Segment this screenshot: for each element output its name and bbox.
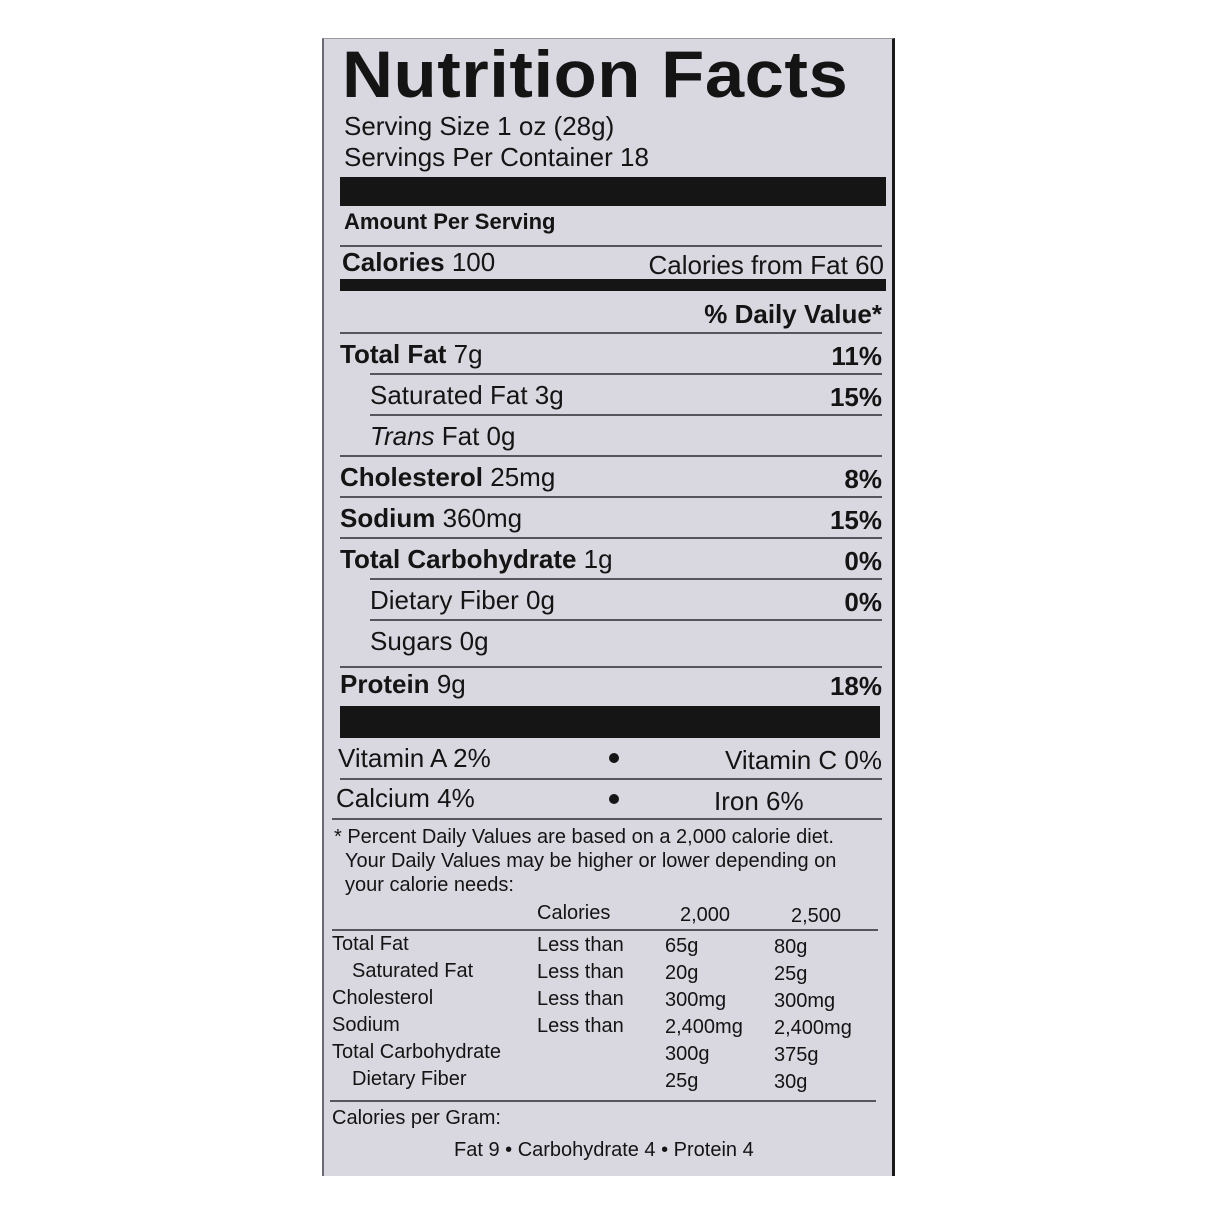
nutrient-amount: 1g <box>583 544 613 574</box>
bullet-icon <box>609 794 619 804</box>
nutrient-row-saturated-fat: Saturated Fat 3g 15% <box>340 382 882 416</box>
table-value-2500: 375g <box>774 1044 819 1066</box>
table-value-2000: 300mg <box>665 989 727 1011</box>
footnote-line: * Percent Daily Values are based on a 2,… <box>334 826 834 848</box>
divider <box>370 619 882 621</box>
table-value-2500: 30g <box>774 1071 808 1093</box>
nutrient-amount: 9g <box>436 669 466 699</box>
daily-value-header: % Daily Value* <box>704 299 882 329</box>
divider <box>370 373 882 375</box>
divider <box>370 578 882 580</box>
nutrient-dv: 15% <box>829 505 882 535</box>
servings-per-container: Servings Per Container 18 <box>344 142 649 172</box>
nutrient-dv: 0% <box>844 546 882 576</box>
table-value-2500: 300mg <box>774 990 836 1012</box>
nutrient-row-total-carbohydrate: Total Carbohydrate 1g 0% <box>340 546 882 580</box>
calories-value: 100 <box>451 247 496 277</box>
divider <box>340 455 882 457</box>
amount-per-serving: Amount Per Serving <box>344 209 556 234</box>
table-header-2500: 2,500 <box>791 905 842 927</box>
calcium: Calcium 4% <box>336 783 475 813</box>
table-nutrient: Dietary Fiber <box>352 1068 467 1090</box>
nutrient-dv: 8% <box>844 464 882 494</box>
thick-divider <box>340 177 886 206</box>
divider <box>332 818 882 820</box>
nutrient-row-total-fat: Total Fat 7g 11% <box>340 341 882 375</box>
table-value-2500: 2,400mg <box>774 1017 852 1039</box>
vitamin-a: Vitamin A 2% <box>338 743 491 773</box>
table-header-2000: 2,000 <box>680 904 731 926</box>
nutrition-facts-label: Nutrition Facts Serving Size 1 oz (28g) … <box>322 38 895 1176</box>
divider <box>340 332 882 334</box>
table-nutrient: Saturated Fat <box>352 960 474 982</box>
nutrient-row-sugars: Sugars 0g <box>340 628 882 662</box>
table-nutrient: Total Fat <box>332 933 409 955</box>
medium-divider <box>340 279 886 291</box>
nutrient-name: Cholesterol <box>340 462 484 492</box>
nutrient-row-cholesterol: Cholesterol 25mg 8% <box>340 464 882 498</box>
nutrient-dv: 0% <box>844 587 882 617</box>
nutrient-dv: 11% <box>831 341 882 371</box>
divider <box>340 666 882 668</box>
nutrient-row-protein: Protein 9g 18% <box>340 671 882 705</box>
divider <box>370 414 882 416</box>
divider <box>332 929 878 931</box>
divider <box>340 537 882 539</box>
calories-from-fat: Calories from Fat 60 <box>648 250 884 280</box>
calories-per-gram-label: Calories per Gram: <box>332 1107 501 1129</box>
footnote-line: your calorie needs: <box>345 874 514 896</box>
table-value-2000: 20g <box>665 962 699 984</box>
table-value-2000: 300g <box>665 1043 710 1065</box>
nutrient-row-trans-fat: Trans Fat 0g <box>340 423 882 457</box>
divider <box>330 1100 876 1102</box>
vitamin-c: Vitamin C 0% <box>724 745 882 775</box>
table-value-2500: 25g <box>774 963 808 985</box>
table-qualifier: Less than <box>537 961 624 983</box>
label-title: Nutrition Facts <box>342 37 849 111</box>
table-qualifier: Less than <box>537 988 624 1010</box>
table-nutrient: Total Carbohydrate <box>332 1041 501 1063</box>
table-nutrient: Cholesterol <box>332 987 434 1009</box>
nutrient-amount: 7g <box>453 339 483 369</box>
nutrient-name: Protein <box>340 669 430 699</box>
nutrient-amount: 360mg <box>442 503 523 533</box>
nutrient-name: Dietary Fiber 0g <box>370 585 555 615</box>
nutrient-dv: 18% <box>829 671 882 701</box>
table-nutrient: Sodium <box>332 1014 400 1036</box>
table-value-2000: 65g <box>665 935 699 957</box>
nutrient-name: Sodium <box>340 503 436 533</box>
divider <box>340 778 882 780</box>
bullet-icon <box>609 753 619 763</box>
calories-label: Calories <box>342 247 445 277</box>
calories-row: Calories 100 <box>342 249 495 275</box>
table-value-2000: 2,400mg <box>665 1016 743 1038</box>
nutrient-dv: 15% <box>829 382 882 412</box>
nutrient-name: Total Fat <box>340 339 447 369</box>
table-qualifier: Less than <box>537 934 624 956</box>
nutrient-amount: 25mg <box>490 462 556 492</box>
divider <box>340 496 882 498</box>
nutrient-name: Sugars 0g <box>370 626 489 656</box>
table-value-2500: 80g <box>774 936 808 958</box>
calories-per-gram-values: Fat 9 • Carbohydrate 4 • Protein 4 <box>454 1139 754 1161</box>
divider <box>340 245 882 247</box>
nutrient-amount: Fat 0g <box>441 421 516 451</box>
thick-divider <box>340 706 880 738</box>
serving-size: Serving Size 1 oz (28g) <box>344 111 615 141</box>
footnote-line: Your Daily Values may be higher or lower… <box>345 850 837 872</box>
nutrient-name: Trans <box>370 421 435 451</box>
table-qualifier: Less than <box>537 1015 624 1037</box>
table-header-calories: Calories <box>537 902 611 924</box>
nutrient-row-sodium: Sodium 360mg 15% <box>340 505 882 539</box>
nutrient-name: Saturated Fat 3g <box>370 380 564 410</box>
iron: Iron 6% <box>714 786 804 816</box>
nutrient-row-dietary-fiber: Dietary Fiber 0g 0% <box>340 587 882 621</box>
table-value-2000: 25g <box>665 1070 699 1092</box>
nutrient-name: Total Carbohydrate <box>340 544 577 574</box>
